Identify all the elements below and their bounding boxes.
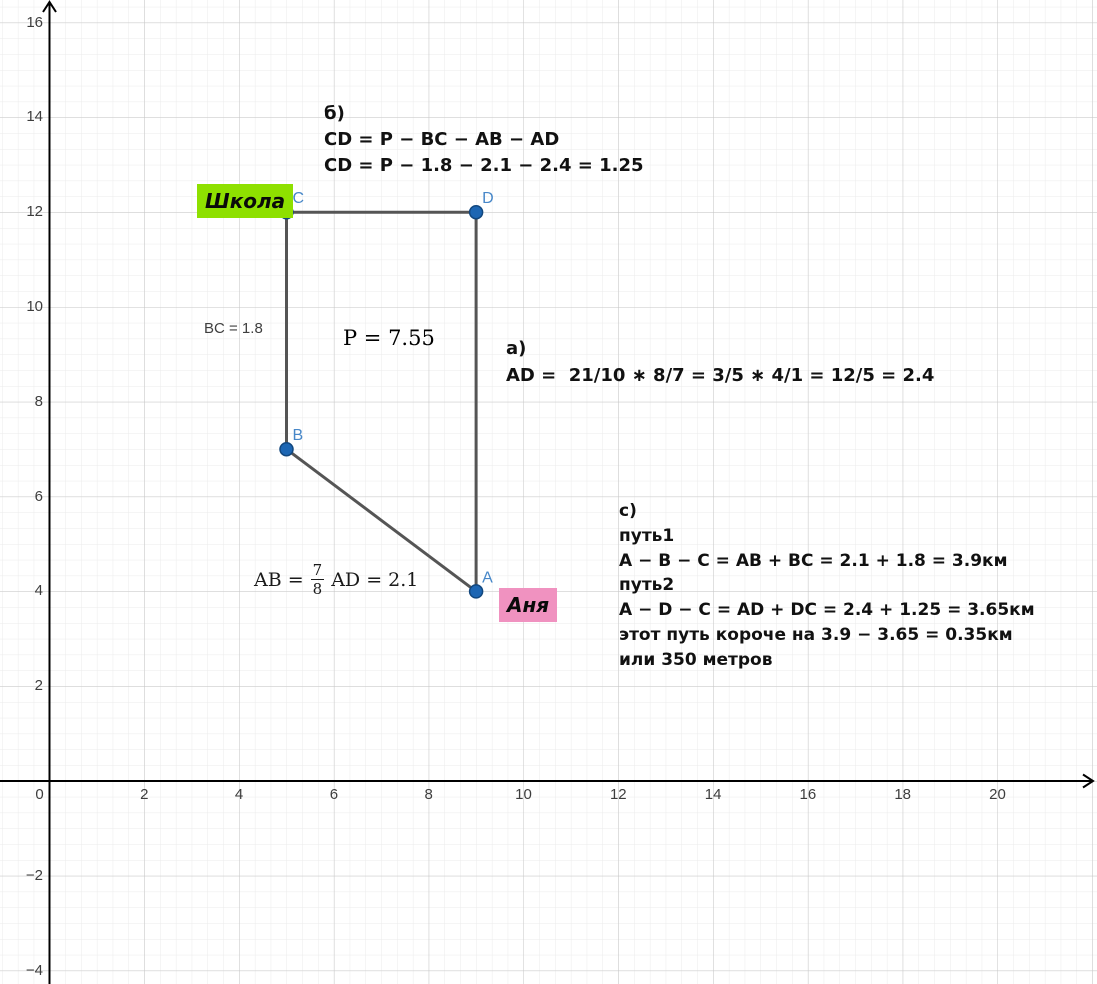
annotation-block-b: б) CD = P − BC − AB − AD CD = P − 1.8 − … (324, 101, 644, 179)
x-tick-label-2: 2 (140, 786, 149, 803)
annotation-block-a: a) AD = 21/10 ∗ 8/7 = 3/5 ∗ 4/1 = 12/5 =… (506, 335, 934, 389)
point-A[interactable] (468, 584, 484, 599)
x-tick-label-4: 4 (234, 786, 244, 803)
y-tick-label-6: 6 (34, 487, 43, 505)
point-label-D[interactable]: D (482, 190, 494, 207)
annotation-heading: c) (619, 501, 637, 521)
fraction-seven-eighths: 7 8 (310, 561, 325, 598)
point-D[interactable] (468, 204, 484, 220)
segment-ab-value-label: AB = 7 8 AD = 2.1 (254, 561, 418, 598)
y-tick-label--4: −4 (25, 961, 43, 979)
ab-label-prefix: AB = (254, 568, 304, 591)
x-tick-label-6: 6 (329, 786, 339, 803)
y-tick-label-8: 8 (34, 392, 43, 410)
fraction-numerator: 7 (312, 561, 323, 579)
annotation-heading: a) (506, 338, 527, 359)
annotation-line: CD = P − 1.8 − 2.1 − 2.4 = 1.25 (324, 155, 644, 176)
segment-BA[interactable] (285, 447, 478, 593)
segment-bc-value-label: BC = 1.8 (204, 320, 263, 337)
segments-layer (285, 210, 478, 593)
point-B[interactable] (279, 441, 294, 457)
x-tick-label-20: 20 (989, 786, 1006, 803)
fraction-denominator: 8 (310, 579, 325, 598)
x-tick-label-8: 8 (424, 786, 433, 803)
x-tick-label-0: 0 (35, 786, 44, 803)
point-label-A[interactable]: A (482, 569, 493, 586)
x-tick-label-14: 14 (704, 786, 722, 803)
annotation-line: AD = 21/10 ∗ 8/7 = 3/5 ∗ 4/1 = 12/5 = 2.… (506, 365, 935, 386)
point-label-B[interactable]: B (293, 427, 304, 444)
annotation-line: CD = P − BC − AB − AD (324, 129, 560, 150)
x-tick-label-18: 18 (894, 786, 912, 803)
y-tick-label-10: 10 (26, 298, 43, 315)
annotation-heading: б) (324, 103, 345, 124)
annotation-line: A − D − C = AD + DC = 2.4 + 1.25 = 3.65к… (619, 600, 1035, 621)
annotation-block-c: c) путь1 A − B − C = AB + BC = 2.1 + 1.8… (619, 499, 1035, 673)
x-axis-arrow-icon (1082, 773, 1095, 789)
ab-label-suffix: AD = 2.1 (331, 568, 419, 591)
point-label-C[interactable]: C (293, 190, 305, 207)
y-tick-label-14: 14 (26, 108, 43, 126)
anya-text-label[interactable]: Аня (499, 588, 558, 622)
y-tick-label-12: 12 (26, 203, 43, 221)
annotation-line: этот путь короче на 3.9 − 3.65 = 0.35км (619, 624, 1013, 645)
y-tick-label--2: −2 (25, 866, 43, 884)
y-axis-arrow-icon (42, 0, 57, 13)
annotation-line: A − B − C = AB + BC = 2.1 + 1.8 = 3.9км (619, 550, 1008, 571)
annotation-line: путь1 (619, 525, 675, 546)
y-tick-label-4: 4 (34, 582, 43, 600)
school-text-label[interactable]: Школа (197, 184, 294, 218)
perimeter-value-label: P = 7.55 (343, 326, 435, 350)
y-tick-label-16: 16 (26, 13, 43, 31)
annotation-line: путь2 (619, 575, 675, 596)
y-tick-label-2: 2 (34, 677, 43, 695)
x-tick-label-10: 10 (515, 786, 532, 803)
annotation-line: или 350 метров (619, 649, 773, 670)
x-tick-label-16: 16 (799, 786, 817, 803)
x-tick-label-12: 12 (609, 786, 627, 803)
